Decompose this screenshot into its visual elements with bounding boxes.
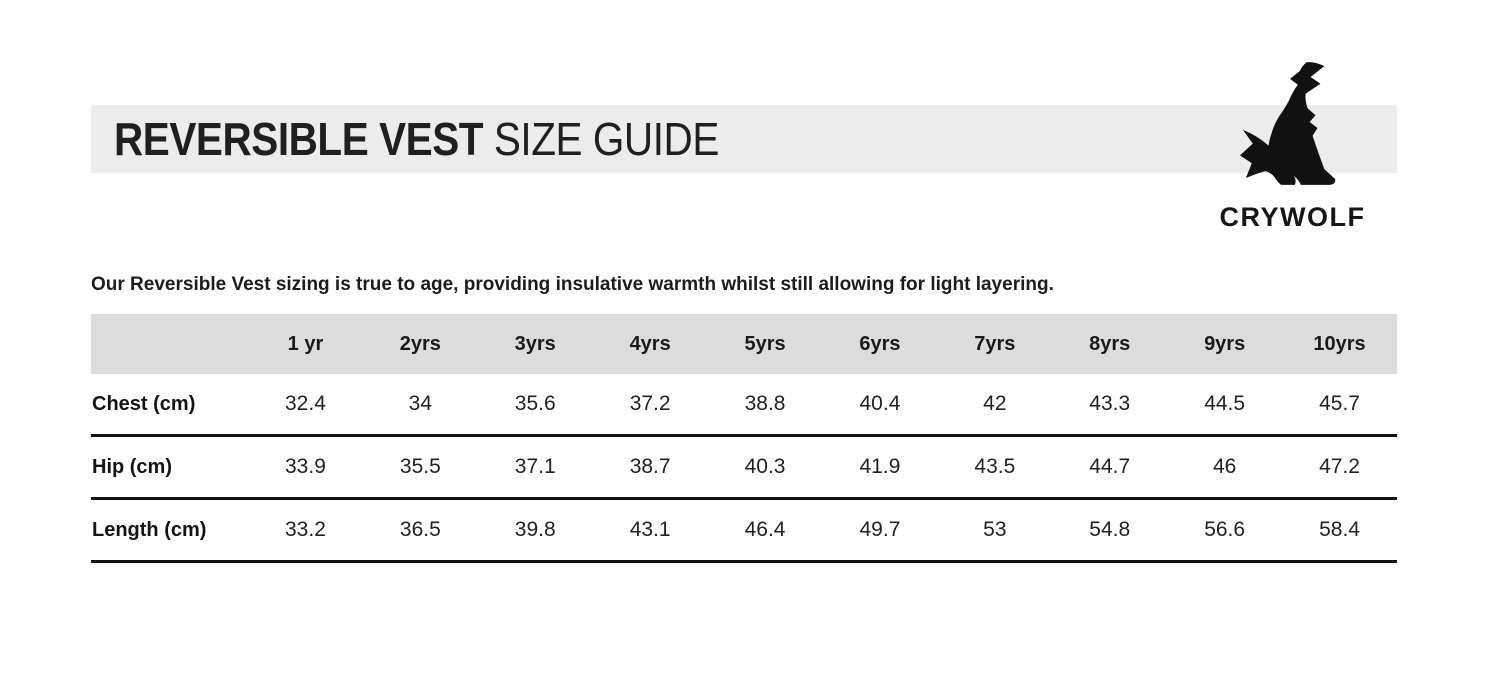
page-title-product: REVERSIBLE VEST bbox=[114, 113, 484, 165]
page-title-suffix: SIZE GUIDE bbox=[483, 113, 719, 165]
row-label: Chest (cm) bbox=[92, 392, 196, 415]
row-label: Hip (cm) bbox=[92, 455, 172, 478]
column-header: 5yrs bbox=[744, 332, 786, 355]
row-label: Length (cm) bbox=[92, 518, 207, 541]
table-cell: 58.4 bbox=[1319, 518, 1360, 541]
table-cell: 34 bbox=[408, 392, 433, 415]
table-row: Chest (cm) 32.4 34 35.6 37.2 38.8 40.4 42 43.3 44… bbox=[91, 374, 1397, 437]
table-cell: 43.1 bbox=[629, 518, 671, 541]
column-header: 2yrs bbox=[399, 332, 441, 355]
table-cell: 37.2 bbox=[629, 392, 671, 415]
table-cell: 35.5 bbox=[399, 455, 441, 478]
table-cell: 35.6 bbox=[514, 392, 556, 415]
table-cell: 40.4 bbox=[859, 392, 901, 415]
table-header-row: 1 yr 2yrs 3yrs 4yrs 5yrs 6yrs 7yrs 8yrs 9yrs 10yr… bbox=[91, 314, 1397, 374]
column-header: 8yrs bbox=[1089, 332, 1131, 355]
table-row: Hip (cm) 33.9 35.5 37.1 38.7 40.3 41.9 43.5 44.7… bbox=[91, 437, 1397, 500]
size-table: 1 yr 2yrs 3yrs 4yrs 5yrs 6yrs 7yrs 8yrs 9yrs 10yr… bbox=[91, 314, 1397, 563]
table-cell: 36.5 bbox=[399, 518, 441, 541]
table-cell: 42 bbox=[983, 392, 1007, 415]
table-cell: 54.8 bbox=[1089, 518, 1131, 541]
table-cell: 32.4 bbox=[285, 392, 326, 415]
column-header: 9yrs bbox=[1204, 332, 1246, 355]
table-cell: 37.1 bbox=[514, 455, 556, 478]
column-header: 6yrs bbox=[859, 332, 901, 355]
column-header: 4yrs bbox=[629, 332, 671, 355]
title-banner: REVERSIBLE VEST SIZE GUIDE bbox=[91, 105, 1397, 173]
brand-name: CRYWOLF bbox=[1219, 202, 1366, 232]
table-cell: 49.7 bbox=[859, 518, 901, 541]
howling-wolf-icon bbox=[1240, 62, 1336, 185]
table-cell: 39.8 bbox=[514, 518, 556, 541]
table-cell: 53 bbox=[983, 518, 1007, 541]
table-cell: 45.7 bbox=[1319, 392, 1360, 415]
table-cell: 38.8 bbox=[744, 392, 786, 415]
table-cell: 38.7 bbox=[629, 455, 671, 478]
table-cell: 46 bbox=[1212, 455, 1237, 478]
description-text: Our Reversible Vest sizing is true to ag… bbox=[91, 274, 1054, 295]
table-cell: 47.2 bbox=[1319, 455, 1360, 478]
table-cell: 33.9 bbox=[285, 455, 326, 478]
table-cell: 56.6 bbox=[1204, 518, 1246, 541]
table-row: Length (cm) 33.2 36.5 39.8 43.1 46.4 49.7 53 54.… bbox=[91, 500, 1397, 563]
table-cell: 43.3 bbox=[1089, 392, 1131, 415]
table-cell: 46.4 bbox=[744, 518, 786, 541]
table-cell: 33.2 bbox=[285, 518, 326, 541]
column-header: 10yrs bbox=[1313, 332, 1366, 355]
column-header: 3yrs bbox=[514, 332, 556, 355]
table-cell: 43.5 bbox=[974, 455, 1016, 478]
column-header: 1 yr bbox=[287, 332, 324, 355]
column-header: 7yrs bbox=[974, 332, 1016, 355]
table-cell: 41.9 bbox=[859, 455, 901, 478]
table-cell: 44.5 bbox=[1204, 392, 1246, 415]
page-title: REVERSIBLE VEST SIZE GUIDE bbox=[114, 116, 719, 162]
table-cell: 44.7 bbox=[1089, 455, 1131, 478]
table-cell: 40.3 bbox=[744, 455, 786, 478]
